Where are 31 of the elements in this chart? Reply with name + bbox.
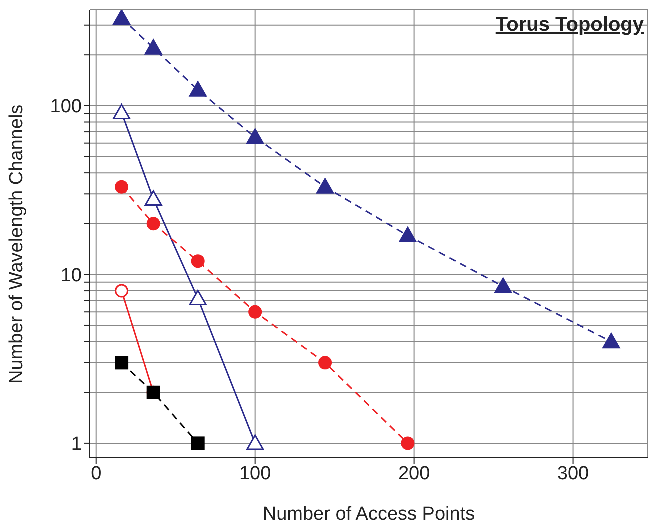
point — [115, 284, 129, 298]
point — [316, 178, 334, 194]
point — [115, 180, 129, 194]
point — [246, 434, 264, 450]
point — [113, 10, 131, 26]
point — [189, 290, 207, 306]
x-tick-label: 0 — [91, 463, 102, 484]
point — [115, 356, 129, 370]
point — [248, 305, 262, 319]
point — [144, 39, 162, 55]
y-tick-label: 100 — [50, 96, 82, 118]
point — [191, 436, 205, 450]
point — [144, 190, 162, 206]
point — [399, 227, 417, 243]
point — [191, 254, 205, 268]
point — [494, 278, 512, 294]
y-axis-title: Number of Wavelength Channels — [6, 104, 28, 384]
point — [318, 356, 332, 370]
point — [146, 217, 160, 231]
point — [246, 128, 264, 144]
y-tick-label: 10 — [60, 265, 82, 286]
x-axis-title: Number of Access Points — [262, 504, 476, 525]
x-tick-label: 100 — [239, 463, 272, 484]
x-tick-label: 200 — [398, 463, 430, 484]
point — [189, 81, 207, 97]
point — [602, 333, 620, 349]
x-tick-label: 300 — [557, 463, 590, 484]
point — [113, 104, 131, 120]
chart-title: Torus Topology — [496, 14, 644, 37]
point — [401, 436, 415, 450]
y-tick-label: 1 — [71, 434, 82, 456]
